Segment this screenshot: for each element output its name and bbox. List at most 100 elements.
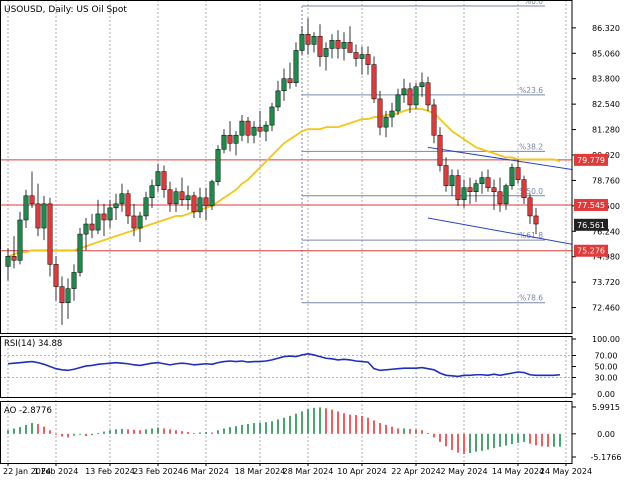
candle-body-bear xyxy=(431,104,437,136)
candle-body-bear xyxy=(191,195,197,213)
ao-axis-label: 5.9915 xyxy=(592,403,620,412)
candle xyxy=(353,44,359,67)
candle xyxy=(473,179,479,202)
candle xyxy=(167,181,173,212)
candle xyxy=(485,169,491,192)
rsi-axis-label: 50.00 xyxy=(595,363,618,372)
horizontal-levels[interactable] xyxy=(0,159,572,252)
candle xyxy=(53,256,59,301)
price-axis-label: 86.320 xyxy=(592,24,620,33)
candle xyxy=(323,42,329,71)
price-channel[interactable] xyxy=(427,146,573,245)
candle-body-bull xyxy=(113,203,119,209)
candle xyxy=(233,131,239,156)
candle-body-bear xyxy=(407,88,413,106)
candle-body-bull xyxy=(173,191,179,205)
candle-body-bull xyxy=(323,48,329,57)
price-axis-label: 74.980 xyxy=(592,253,620,262)
candle xyxy=(329,34,335,59)
candle xyxy=(209,179,215,210)
candle-body-bull xyxy=(311,36,317,45)
candle xyxy=(467,177,473,204)
candle xyxy=(377,90,383,136)
candle-body-bull xyxy=(137,215,143,229)
fib-level-label: %50.0 xyxy=(519,187,543,196)
candle xyxy=(143,191,149,220)
candle xyxy=(41,195,47,241)
candle xyxy=(311,32,317,53)
candlesticks xyxy=(5,18,539,325)
candle-body-bear xyxy=(497,191,503,205)
candle-body-bear xyxy=(53,264,59,287)
time-axis-label: 22 Jan 2024 xyxy=(3,467,51,476)
candle-body-bull xyxy=(119,193,125,205)
candle-body-bear xyxy=(47,203,53,265)
candle-body-bull xyxy=(251,126,257,136)
candle xyxy=(155,163,161,192)
candle-body-bear xyxy=(167,189,173,205)
candle xyxy=(269,102,275,132)
candle xyxy=(83,217,89,251)
candle xyxy=(275,80,281,111)
candle xyxy=(107,199,113,229)
candle xyxy=(203,187,209,220)
candle-body-bear xyxy=(131,215,137,229)
time-axis-label: 14 May 2024 xyxy=(492,467,544,476)
price-axis-label: 85.060 xyxy=(592,49,620,58)
rsi-panel xyxy=(0,353,572,378)
candle-body-bear xyxy=(101,213,107,221)
candle-body-bull xyxy=(239,120,245,136)
panel-border xyxy=(0,401,573,464)
candle xyxy=(251,121,257,144)
candle xyxy=(431,98,437,144)
candle xyxy=(179,177,185,206)
candle xyxy=(77,228,83,277)
price-axis[interactable]: 86.32085.06083.80082.54081.28080.02078.7… xyxy=(572,24,621,462)
candle-body-bull xyxy=(143,197,149,217)
candle xyxy=(305,18,311,55)
candle xyxy=(497,177,503,212)
candle xyxy=(35,183,41,237)
candle xyxy=(245,117,251,144)
panel-border xyxy=(0,336,573,398)
candle xyxy=(443,157,449,192)
time-axis-label: 23 Feb 2024 xyxy=(133,467,183,476)
candle xyxy=(347,26,353,53)
candle-body-bull xyxy=(473,183,479,192)
candle-body-bull xyxy=(263,124,269,132)
level-price-tag-label: 75.276 xyxy=(577,247,605,256)
candle-body-bull xyxy=(197,197,203,213)
candle-body-bull xyxy=(401,88,407,96)
price-axis-label: 73.720 xyxy=(592,278,620,287)
channel-upper-line xyxy=(427,146,573,171)
time-axis-label: 1 Feb 2024 xyxy=(34,467,79,476)
candle xyxy=(119,183,125,212)
rsi-line xyxy=(7,353,561,378)
candle-body-bear xyxy=(305,34,311,45)
candle-body-bull xyxy=(221,134,227,150)
candle-body-bear xyxy=(443,165,449,186)
candle-body-bull xyxy=(341,42,347,49)
candle xyxy=(455,169,461,206)
fib-level-label: %0.0 xyxy=(524,0,543,6)
candle xyxy=(65,278,71,319)
fib-level-label: %23.6 xyxy=(519,86,543,95)
time-axis-label: 18 Mar 2024 xyxy=(235,467,286,476)
candle xyxy=(47,197,53,277)
time-axis-label: 2 May 2024 xyxy=(440,467,487,476)
level-price-tag xyxy=(574,244,608,257)
candle xyxy=(221,129,227,154)
candle-body-bull xyxy=(71,272,77,289)
price-axis-label: 81.280 xyxy=(592,126,620,135)
candle xyxy=(59,276,65,325)
candle-body-bull xyxy=(383,116,389,128)
candle xyxy=(191,191,197,218)
panel-border xyxy=(0,0,573,334)
candle-body-bull xyxy=(209,181,215,207)
candle xyxy=(389,102,395,128)
candle xyxy=(365,46,371,75)
candle-body-bear xyxy=(59,286,65,303)
